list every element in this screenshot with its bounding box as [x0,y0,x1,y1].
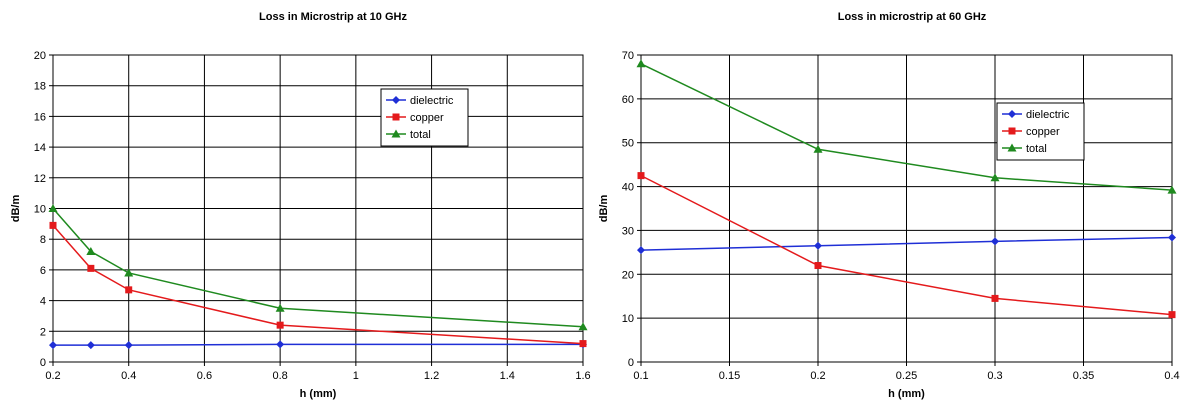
y-tick-label: 20 [622,269,634,281]
x-tick-label: 0.2 [810,370,825,382]
x-tick-label: 0.3 [987,370,1002,382]
series-total [48,204,588,331]
x-tick-label: 0.1 [633,370,648,382]
x-tick-label: 0.25 [896,370,917,382]
y-tick-label: 4 [40,296,46,308]
data-point-dielectric [637,246,645,255]
data-point-dielectric [991,237,999,246]
y-tick-label: 10 [622,313,634,325]
legend-item-copper: copper [1002,126,1060,138]
series-copper [637,172,1176,319]
series-total [636,59,1177,194]
data-point-total [1167,185,1177,194]
x-tick-label: 0.2 [45,370,60,382]
legend-swatch-marker [391,129,401,138]
y-tick-label: 50 [622,138,634,150]
legend-item-total: total [1002,143,1047,155]
y-tick-label: 12 [34,173,46,185]
y-tick-label: 6 [40,265,46,277]
x-tick-label: 1 [353,370,359,382]
legend-swatch-marker [392,113,400,121]
chart-10ghz: Loss in Microstrip at 10 GHz 0 2 4 6 8 10 12 14 1… [10,11,591,400]
data-point-copper [87,264,95,272]
x-axis-label: h (mm) [300,388,337,400]
legend-swatch-marker [1008,110,1016,118]
data-point-total [636,59,646,68]
data-point-dielectric [49,341,57,350]
legend-label: total [1026,143,1047,155]
legend: dielectric copper total [380,88,469,147]
data-point-copper [49,221,57,229]
series-line-copper [640,174,1173,316]
data-point-copper [276,321,284,329]
data-point-copper [814,262,822,270]
legend-label: dielectric [410,95,454,107]
data-point-dielectric [124,341,133,350]
legend-swatch-marker [1007,143,1017,152]
chart-60ghz-svg: Loss in microstrip at 60 GHz 0 10 20 30 40 50 6… [598,11,1180,400]
x-tick-label: 1.6 [575,370,590,382]
x-tick-label: 0.4 [1164,370,1179,382]
x-tick-label: 0.6 [197,370,212,382]
data-point-copper [125,286,133,294]
y-tick-label: 30 [622,225,634,237]
data-point-total [124,268,134,277]
data-point-total [990,173,1000,182]
data-point-copper [991,294,999,302]
data-point-total [813,144,823,153]
x-axis-label: h (mm) [888,388,925,400]
legend-item-total: total [386,129,431,141]
y-tick-label: 16 [34,111,46,123]
y-tick-label: 10 [34,204,46,216]
legend: dielectric copper total [996,102,1085,161]
legend-label: copper [1026,126,1060,138]
y-tick-label: 60 [622,94,634,106]
series-line-dielectric [640,236,1173,251]
legend-label: total [410,129,431,141]
data-point-total [86,246,96,255]
data-point-dielectric [276,340,285,349]
x-tick-label: 1.2 [424,370,439,382]
legend-item-dielectric: dielectric [1002,109,1070,121]
x-tick-label: 0.35 [1073,370,1094,382]
y-tick-label: 40 [622,182,634,194]
series-copper [49,221,587,348]
x-tick-label: 0.15 [719,370,740,382]
x-tick-label: 0.8 [272,370,287,382]
data-point-total [48,204,58,212]
data-point-copper [579,340,587,348]
series-dielectric [637,233,1176,255]
y-tick-label: 8 [40,234,46,246]
y-tick-label: 20 [34,50,46,62]
y-axis-label: dB/m [598,195,610,223]
y-tick-label: 18 [34,81,46,93]
data-point-dielectric [814,241,822,250]
chart-60ghz: Loss in microstrip at 60 GHz 0 10 20 30 40 50 6… [592,0,1182,412]
data-point-dielectric [1168,233,1176,242]
y-tick-label: 0 [628,357,634,369]
legend-swatch-marker [1008,127,1016,135]
legend-label: copper [410,112,444,124]
data-point-copper [637,172,645,180]
legend-item-dielectric: dielectric [386,95,454,107]
data-point-dielectric [86,341,95,350]
chart-title: Loss in Microstrip at 10 GHz [259,11,407,23]
x-tick-label: 0.4 [121,370,136,382]
x-tick-label: 1.4 [500,370,515,382]
y-tick-label: 0 [40,357,46,369]
series-line-total [640,63,1173,191]
y-tick-label: 14 [34,142,46,154]
y-tick-label: 70 [622,50,634,62]
y-axis-label: dB/m [10,195,22,223]
data-point-total [275,303,285,312]
data-point-copper [1168,311,1176,319]
legend-item-copper: copper [386,112,444,124]
chart-10ghz-svg: Loss in Microstrip at 10 GHz 0 2 4 6 8 10 12 14 1… [10,11,591,400]
y-tick-label: 2 [40,326,46,338]
legend-swatch-marker [392,96,400,104]
data-point-total [578,322,588,331]
legend-label: dielectric [1026,109,1070,121]
chart-title: Loss in microstrip at 60 GHz [838,11,987,23]
